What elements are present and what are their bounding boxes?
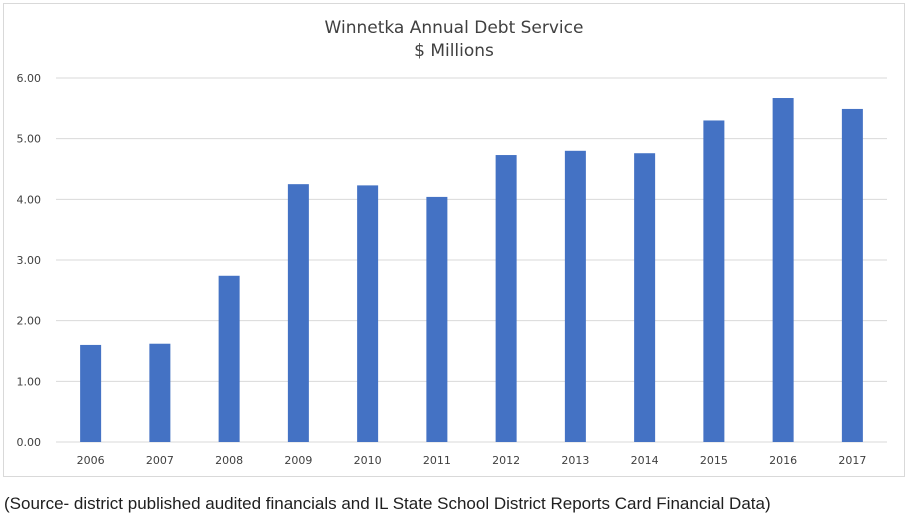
x-tick-label: 2008: [215, 454, 243, 467]
y-tick-label: 6.00: [17, 72, 42, 85]
x-tick-label: 2009: [284, 454, 312, 467]
bar-2009: [287, 184, 309, 442]
chart-title: Winnetka Annual Debt Service: [324, 18, 584, 38]
chart-subtitle: $ Millions: [414, 41, 494, 61]
bar-chart: 0.00 1.00 2.00 3.00 4.00 5.00 6.00 2006 2007 2008…: [17, 72, 887, 467]
bar-2010: [357, 185, 379, 442]
bar-2015: [703, 120, 725, 442]
x-tick-label: 2006: [77, 454, 105, 467]
x-tick-label: 2015: [700, 454, 728, 467]
x-tick-label: 2007: [146, 454, 174, 467]
x-tick-label: 2010: [354, 454, 382, 467]
bar-2006: [80, 344, 102, 442]
bar-2008: [218, 275, 240, 442]
chart-frame: Winnetka Annual Debt Service $ Millions …: [3, 3, 905, 477]
x-tick-label: 2012: [492, 454, 520, 467]
bar-2012: [495, 155, 517, 442]
x-tick-label: 2013: [561, 454, 589, 467]
x-tick-label: 2011: [423, 454, 451, 467]
bar-2016: [772, 98, 794, 443]
bar-2011: [426, 196, 448, 442]
x-tick-label: 2014: [631, 454, 659, 467]
y-tick-label: 4.00: [17, 193, 42, 206]
y-tick-label: 2.00: [17, 315, 42, 328]
y-tick-label: 3.00: [17, 254, 42, 267]
x-tick-label: 2017: [838, 454, 866, 467]
bar-2014: [634, 153, 656, 442]
source-caption: (Source- district published audited fina…: [4, 494, 771, 513]
y-tick-label: 0.00: [17, 436, 42, 449]
x-tick-label: 2016: [769, 454, 797, 467]
y-tick-label: 1.00: [17, 375, 42, 388]
bar-2017: [841, 108, 863, 442]
bar-2013: [564, 150, 586, 443]
y-tick-label: 5.00: [17, 133, 42, 146]
bar-2007: [149, 343, 171, 442]
